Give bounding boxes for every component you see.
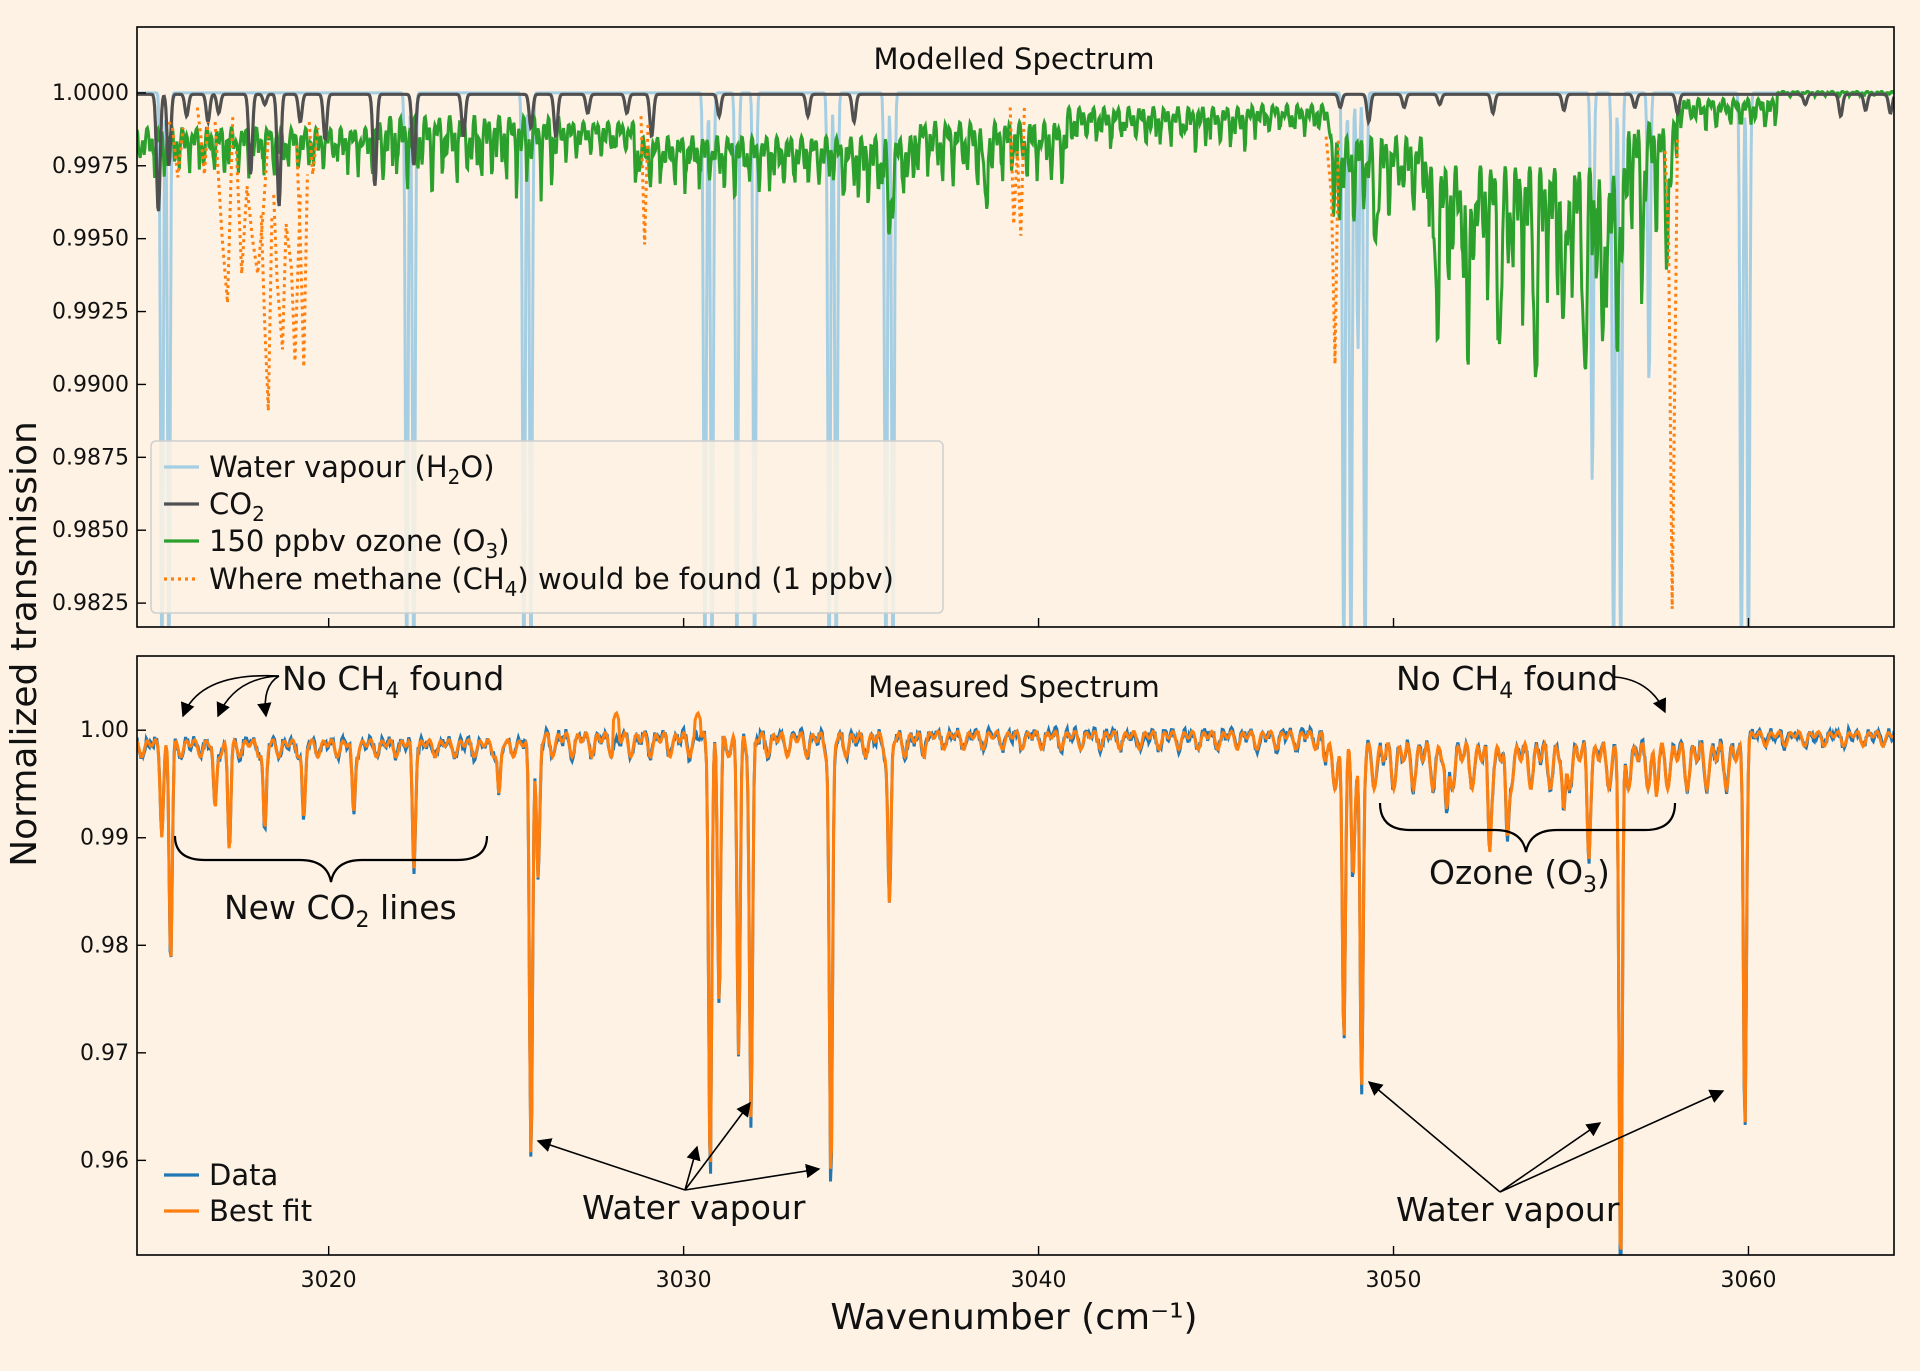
legend-label-ozone: 150 ppbv ozone (O3) — [209, 524, 510, 563]
methane-segment-5 — [272, 194, 302, 362]
y-axis-label: Normalized transmission — [4, 421, 45, 867]
methane-segment-10 — [1324, 136, 1340, 365]
methane-segment-8 — [639, 116, 650, 245]
x-axis-label: Wavenumber (cm⁻¹) — [830, 1297, 1197, 1338]
data-line — [137, 722, 1894, 1255]
bottom-panel: Measured Spectrum 1.00 0.99 0.98 0.97 0.96 30… — [80, 655, 1895, 1293]
arrow-water-right-3 — [1499, 1089, 1725, 1193]
top-y-tick-label: 0.9975 — [52, 154, 129, 179]
brace-co2 — [173, 835, 489, 883]
bottom-legend: Data Best fit — [164, 1158, 312, 1228]
legend-label-co2: CO2 — [209, 487, 265, 526]
legend-label-data: Data — [209, 1158, 278, 1192]
arrow-no-ch4-right — [1614, 676, 1667, 714]
arrow-water-left-4 — [684, 1163, 821, 1191]
annotation-no-ch4-right: No CH4 found — [1396, 659, 1618, 704]
top-plot-area — [137, 89, 1894, 627]
top-y-tick-label: 1.0000 — [52, 81, 129, 106]
top-frame — [136, 26, 1895, 628]
arrow-water-right-1 — [1367, 1081, 1501, 1193]
top-legend: Water vapour (H2O) CO2 150 ppbv ozone (O… — [150, 440, 944, 614]
bottom-frame — [136, 655, 1895, 1256]
annotation-new-co2: New CO2 lines — [224, 888, 457, 933]
bottom-y-tick-label: 0.99 — [80, 826, 129, 851]
arrow-no-ch4-2 — [216, 675, 280, 718]
methane-segment-6 — [295, 145, 309, 367]
arrow-no-ch4-1 — [180, 674, 280, 718]
annotation-ozone: Ozone (O3) — [1429, 853, 1610, 898]
methane-segment-2 — [213, 116, 235, 303]
top-y-tick-label: 0.9900 — [52, 372, 129, 397]
arrow-no-ch4-3 — [257, 675, 280, 718]
bottom-axis-ticks: 1.00 0.99 0.98 0.97 0.96 3020 3030 3040 3050 3060 — [80, 718, 1776, 1293]
top-y-tick-label: 0.9825 — [52, 591, 129, 616]
bottom-y-tick-label: 0.96 — [80, 1148, 129, 1173]
bottom-panel-title: Measured Spectrum — [868, 670, 1159, 704]
annotation-water-vapour-right: Water vapour — [1396, 1190, 1620, 1229]
top-legend-box — [150, 440, 944, 614]
legend-label-methane: Where methane (CH4) would be found (1 pp… — [209, 562, 894, 601]
top-y-tick-label: 0.9875 — [52, 445, 129, 470]
top-y-tick-label: 0.9850 — [52, 518, 129, 543]
arrow-water-right-2 — [1499, 1122, 1602, 1193]
annotation-water-vapour-left: Water vapour — [582, 1188, 806, 1227]
methane-segment-9 — [1008, 107, 1026, 236]
annotations: No CH4 found No CH4 found New CO2 lines … — [173, 659, 1725, 1229]
bottom-x-tick-label: 3060 — [1720, 1268, 1776, 1293]
legend-label-water: Water vapour (H2O) — [209, 450, 495, 489]
methane-segment-4 — [259, 215, 274, 411]
ozone-line — [137, 89, 1894, 378]
brace-ozone — [1378, 802, 1677, 853]
top-panel-title: Modelled Spectrum — [873, 42, 1154, 76]
best-fit-line — [137, 710, 1894, 1250]
co2-line — [137, 92, 1894, 212]
methane-segment-11 — [1663, 136, 1679, 609]
methane-segment-1 — [195, 107, 210, 175]
bottom-x-tick-label: 3040 — [1011, 1268, 1067, 1293]
arrow-water-left-2 — [684, 1145, 701, 1191]
bottom-y-tick-label: 0.97 — [80, 1041, 129, 1066]
bottom-x-tick-label: 3020 — [301, 1268, 357, 1293]
top-y-tick-label: 0.9950 — [52, 227, 129, 252]
bottom-plot-area — [137, 710, 1894, 1255]
bottom-y-tick-label: 0.98 — [80, 933, 129, 958]
arrow-water-left-3 — [684, 1101, 751, 1191]
top-axis-ticks: 1.0000 0.9975 0.9950 0.9925 0.9900 0.9875 0.98… — [52, 81, 1750, 627]
bottom-y-tick-label: 1.00 — [80, 718, 129, 743]
bottom-x-tick-label: 3050 — [1366, 1268, 1422, 1293]
annotation-no-ch4-left: No CH4 found — [282, 659, 504, 704]
arrow-water-left-1 — [536, 1138, 686, 1191]
bottom-x-tick-label: 3030 — [656, 1268, 712, 1293]
top-panel: Modelled Spectrum 1.0000 0.9975 0.9950 0.99… — [52, 26, 1895, 628]
top-y-tick-label: 0.9925 — [52, 300, 129, 325]
legend-label-bestfit: Best fit — [209, 1194, 312, 1228]
